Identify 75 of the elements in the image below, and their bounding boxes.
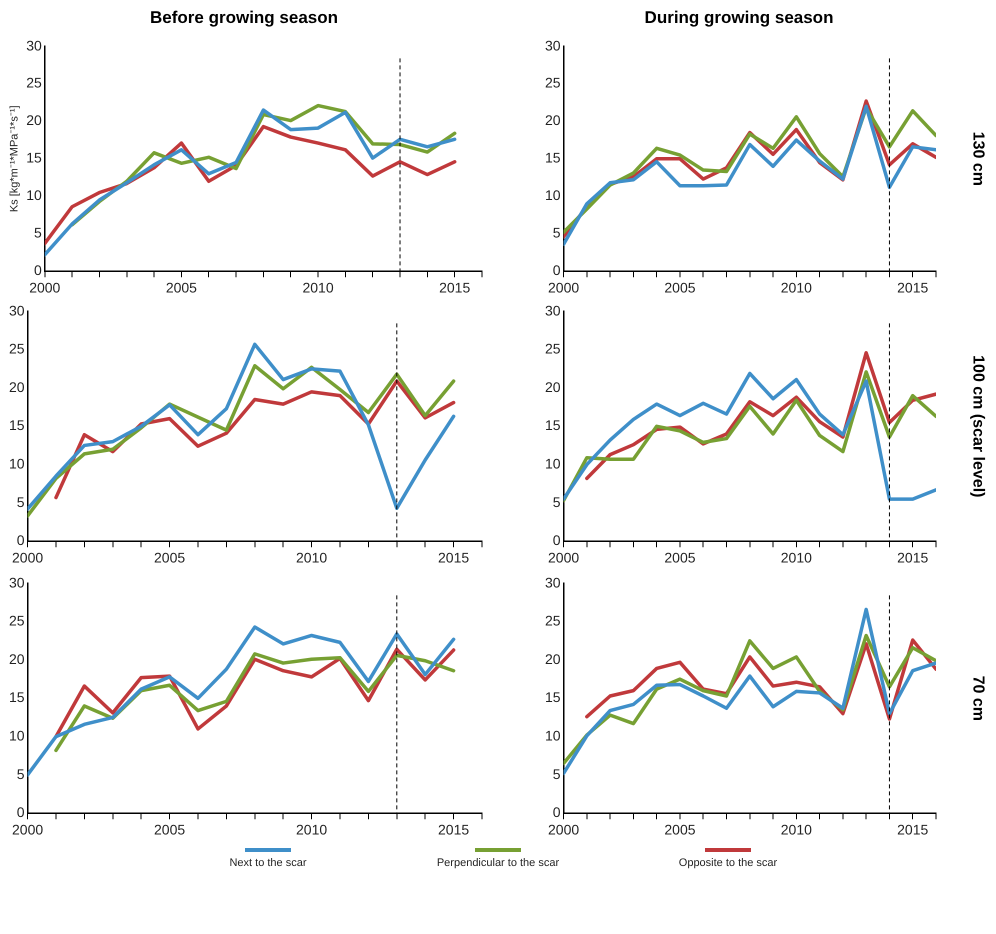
x-tick-label: 2000	[548, 549, 580, 566]
y-tick-label: 20	[544, 650, 561, 667]
x-tick-label: 2015	[897, 549, 929, 566]
x-tick-label: 2010	[296, 821, 328, 838]
x-tick-label: 2010	[780, 821, 812, 838]
y-tick-label: 15	[544, 689, 561, 706]
x-tick-label: 2005	[664, 549, 696, 566]
x-tick-label: 2010	[780, 279, 812, 296]
y-tick-label: 20	[8, 378, 25, 395]
x-tick-label: 2000	[548, 279, 580, 296]
x-tick-label: 2015	[897, 821, 929, 838]
x-tick-label: 2015	[438, 549, 470, 566]
y-tick-label: 30	[544, 37, 561, 54]
x-tick-label: 2015	[439, 279, 470, 296]
y-tick-label: 15	[8, 689, 25, 706]
y-tick-label: 10	[544, 727, 561, 744]
y-tick-label: 15	[26, 150, 42, 166]
legend-label: Next to the scar	[229, 857, 307, 869]
x-tick-label: 2000	[12, 549, 44, 566]
x-tick-label: 2015	[438, 821, 470, 838]
y-tick-label: 10	[544, 455, 561, 472]
y-tick-label: 15	[544, 150, 561, 166]
x-tick-label: 2005	[154, 549, 186, 566]
text: 130 cm	[970, 132, 987, 186]
y-tick-label: 0	[552, 262, 561, 278]
y-tick-label: 5	[34, 224, 42, 241]
y-tick-label: 25	[8, 612, 25, 629]
chart-title: Before growing season	[150, 8, 338, 27]
y-tick-label: 30	[544, 302, 561, 318]
y-tick-label: 25	[544, 340, 561, 357]
y-tick-label: 20	[544, 378, 561, 395]
legend-label: Perpendicular to the scar	[436, 857, 560, 869]
chart-title: During growing season	[644, 8, 834, 27]
y-tick-label: 25	[544, 74, 561, 91]
x-tick-label: 2005	[154, 821, 186, 838]
y-tick-label: 0	[16, 804, 25, 820]
y-tick-label: 30	[26, 37, 42, 54]
y-tick-label: 10	[26, 187, 42, 204]
y-tick-label: 0	[552, 532, 561, 548]
legend-label: Opposite to the scar	[678, 857, 778, 869]
y-tick-label: 20	[26, 112, 42, 128]
x-tick-label: 2010	[296, 549, 328, 566]
y-tick-label: 25	[8, 340, 25, 357]
y-tick-label: 0	[16, 532, 25, 548]
y-tick-label: 20	[8, 650, 25, 667]
y-tick-label: 5	[16, 766, 25, 782]
y-tick-label: 20	[544, 112, 561, 128]
text: 70 cm	[970, 676, 987, 721]
x-tick-label: 2000	[548, 821, 580, 838]
y-tick-label: 5	[16, 494, 25, 510]
y-tick-label: 15	[8, 417, 25, 434]
x-tick-label: 2005	[166, 279, 198, 296]
x-tick-label: 2010	[780, 549, 812, 566]
y-tick-label: 30	[8, 574, 25, 590]
y-tick-label: 25	[26, 74, 42, 91]
x-tick-label: 2000	[29, 279, 61, 296]
y-tick-label: 5	[552, 224, 561, 241]
y-tick-label: 30	[544, 574, 561, 590]
text: 100 cm (scar level)	[970, 355, 987, 498]
y-tick-label: 25	[544, 612, 561, 629]
y-tick-label: 10	[8, 455, 25, 472]
x-tick-label: 2015	[897, 279, 929, 296]
y-tick-label: 0	[34, 262, 42, 278]
y-tick-label: 15	[544, 417, 561, 434]
y-tick-label: 10	[544, 187, 561, 204]
y-axis-title: Ks [kg*m⁻¹*MPa⁻¹*s⁻¹]	[8, 105, 21, 212]
y-tick-label: 5	[552, 766, 561, 782]
y-tick-label: 30	[8, 302, 25, 318]
y-tick-label: 0	[552, 804, 561, 820]
x-tick-label: 2005	[664, 821, 696, 838]
x-tick-label: 2000	[12, 821, 44, 838]
x-tick-label: 2010	[302, 279, 334, 296]
x-tick-label: 2005	[664, 279, 696, 296]
y-tick-label: 10	[8, 727, 25, 744]
y-tick-label: 5	[552, 494, 561, 510]
